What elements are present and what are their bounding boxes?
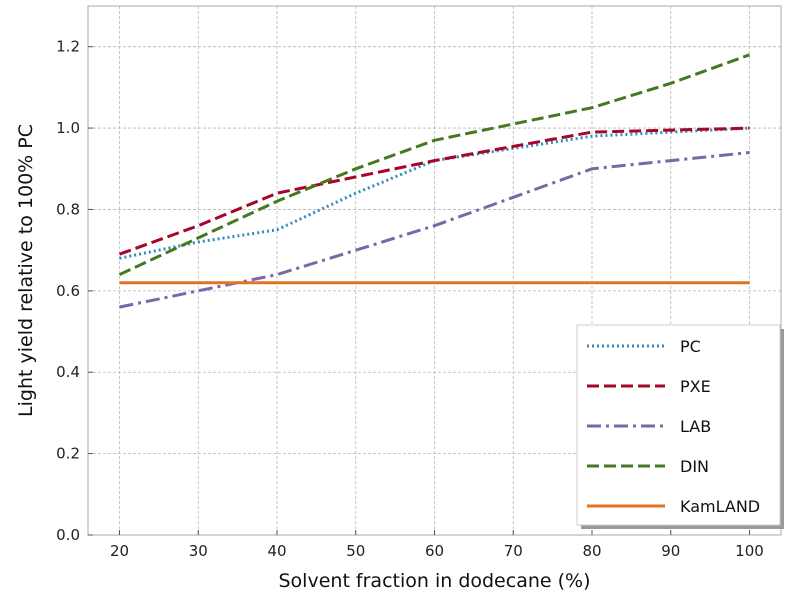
y-tick-label: 0.8 (56, 200, 80, 218)
y-axis-label: Light yield relative to 100% PC (15, 124, 37, 417)
x-tick-label: 80 (582, 542, 601, 560)
y-tick-label: 1.2 (56, 38, 80, 56)
x-axis-label: Solvent fraction in dodecane (%) (279, 570, 591, 592)
series-layer (118, 53, 751, 309)
y-tick-label: 0.6 (56, 282, 80, 300)
series-line-pxe (118, 126, 750, 256)
legend-label-kamland: KamLAND (680, 497, 760, 516)
x-tick-label: 50 (346, 542, 365, 560)
y-tick-label: 0.2 (56, 445, 80, 463)
x-tick-label: 20 (110, 542, 129, 560)
x-tick-label: 30 (189, 542, 208, 560)
legend-label-pxe: PXE (680, 377, 711, 396)
x-tick-label: 100 (735, 542, 764, 560)
legend-label-pc: PC (680, 337, 701, 356)
legend-box (576, 324, 781, 526)
x-tick-label: 60 (425, 542, 444, 560)
y-tick-label: 0.4 (56, 363, 80, 381)
legend-label-din: DIN (680, 457, 709, 476)
y-tick-label: 0.0 (56, 526, 80, 544)
legend: PC PXE LAB DIN KamLAND (576, 324, 784, 529)
x-tick-label: 40 (267, 542, 286, 560)
legend-label-lab: LAB (680, 417, 711, 436)
series-line-din (118, 53, 751, 276)
x-tick-label: 70 (504, 542, 523, 560)
ticks: 20 30 40 50 60 70 80 90 100 0.0 0.2 0.4 0.6 0.8 1.0 1.2 (56, 38, 764, 560)
y-tick-label: 1.0 (56, 119, 80, 137)
series-line-lab (119, 151, 750, 309)
x-tick-label: 90 (661, 542, 680, 560)
